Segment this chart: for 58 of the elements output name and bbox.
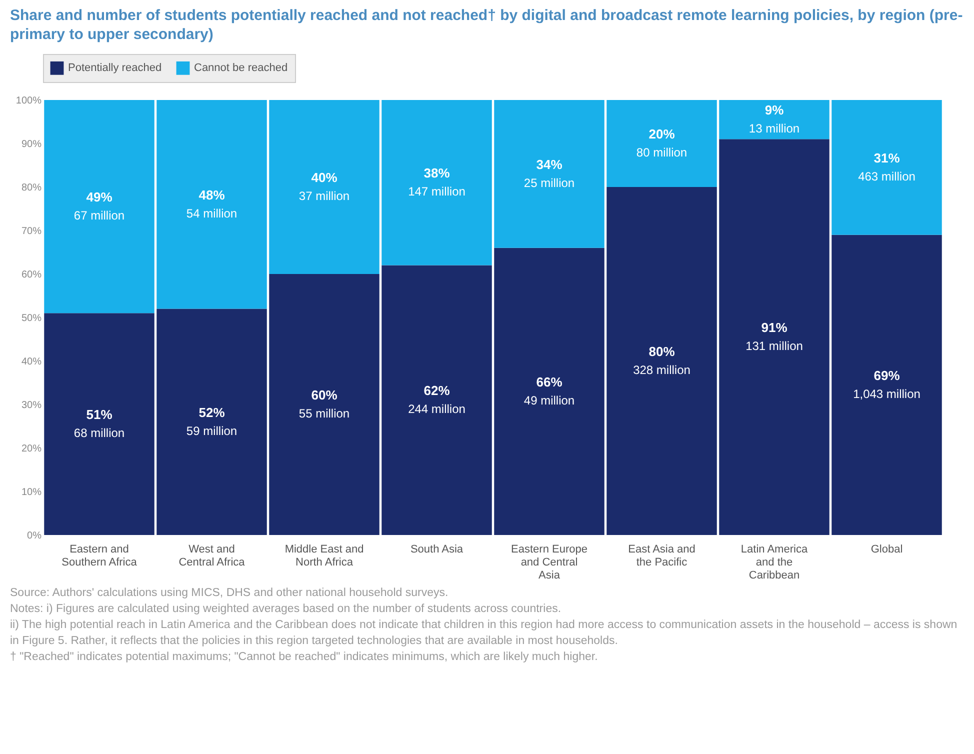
text: 31% 463 million <box>858 150 916 184</box>
text: 40% 37 million <box>298 170 350 203</box>
source-note: Source: Authors' calculations using MICS, DHS and other national household surveys. <box>10 586 450 601</box>
bar <box>156 308 267 535</box>
text: Notes: i) Figures are calculated using weighted averages based on the number of students across countries. <box>10 602 562 617</box>
bar <box>269 274 380 535</box>
y-tick-label: 10% <box>21 487 42 498</box>
text: 49% 67 million <box>74 190 125 223</box>
y-tick-label: 0% <box>27 530 42 542</box>
text: 69% 1,043 million <box>853 368 920 401</box>
x-tick-label: Middle East and North Africa <box>284 544 364 568</box>
y-tick-label: 80% <box>21 182 42 194</box>
bar <box>606 100 717 187</box>
text: ii) The high potential reach in Latin America and the Caribbean does not indicate that children in this region had more access to communication assets in the household – access is shown in Figure 5. Rather, it reflects that the policies in this region targeted technologies that are available in most households. <box>10 618 958 649</box>
text: 48% 54 million <box>186 187 238 220</box>
y-tick-label: 40% <box>21 356 42 368</box>
x-tick-label: East Asia and the Pacific <box>628 544 696 568</box>
text: 66% 49 million <box>524 374 575 408</box>
bar <box>719 139 830 535</box>
text: † "Reached" indicates potential maximums; "Cannot be reached" indicates minimums, which are likely much higher. <box>10 650 599 665</box>
x-tick-label: Global <box>870 544 903 556</box>
legend-label: Cannot be reached <box>194 62 288 74</box>
bar <box>269 100 380 274</box>
y-tick-label: 60% <box>21 270 42 280</box>
legend-label: Potentially reached <box>68 62 162 74</box>
bar <box>719 100 830 140</box>
text: 60% 55 million <box>298 388 350 420</box>
y-tick-label: 50% <box>21 313 42 324</box>
chart-title: Share and number of students potentially reached and not reached† by digital and broadcast remote learning policies, by region (pre-primary to upper secondary) <box>10 6 964 44</box>
y-tick-label: 100% <box>16 96 42 106</box>
x-tick-label: West and Central Africa <box>178 544 246 568</box>
bar <box>44 313 154 535</box>
bar <box>494 248 604 535</box>
text: 52% 59 million <box>186 404 238 438</box>
bar <box>156 100 267 309</box>
x-tick-label: Latin America and the Caribbean <box>740 544 808 582</box>
x-tick-label: Eastern Europe and Central Asia <box>511 544 588 582</box>
y-tick-label: 30% <box>21 400 42 411</box>
text: 38% 147 million <box>408 166 466 199</box>
bar <box>606 187 717 535</box>
bar <box>832 100 942 235</box>
x-tick-label: South Asia <box>410 544 464 556</box>
bar <box>494 100 604 248</box>
bar <box>44 100 154 314</box>
text: 9% 13 million <box>748 102 800 136</box>
y-tick-label: 70% <box>21 226 42 237</box>
text: 34% 25 million <box>524 156 575 190</box>
text: 91% 131 million <box>746 320 803 354</box>
bar <box>382 265 492 535</box>
bar <box>832 234 942 535</box>
bar <box>382 100 492 266</box>
y-tick-label: 20% <box>21 444 42 454</box>
x-tick-label: Eastern and Southern Africa <box>62 544 138 568</box>
text: 62% 244 million <box>408 383 466 416</box>
text: 80% 328 million <box>633 344 690 377</box>
text: 51% 68 million <box>74 407 125 440</box>
y-tick-label: 90% <box>21 139 42 150</box>
text: 20% 80 million <box>636 126 688 160</box>
